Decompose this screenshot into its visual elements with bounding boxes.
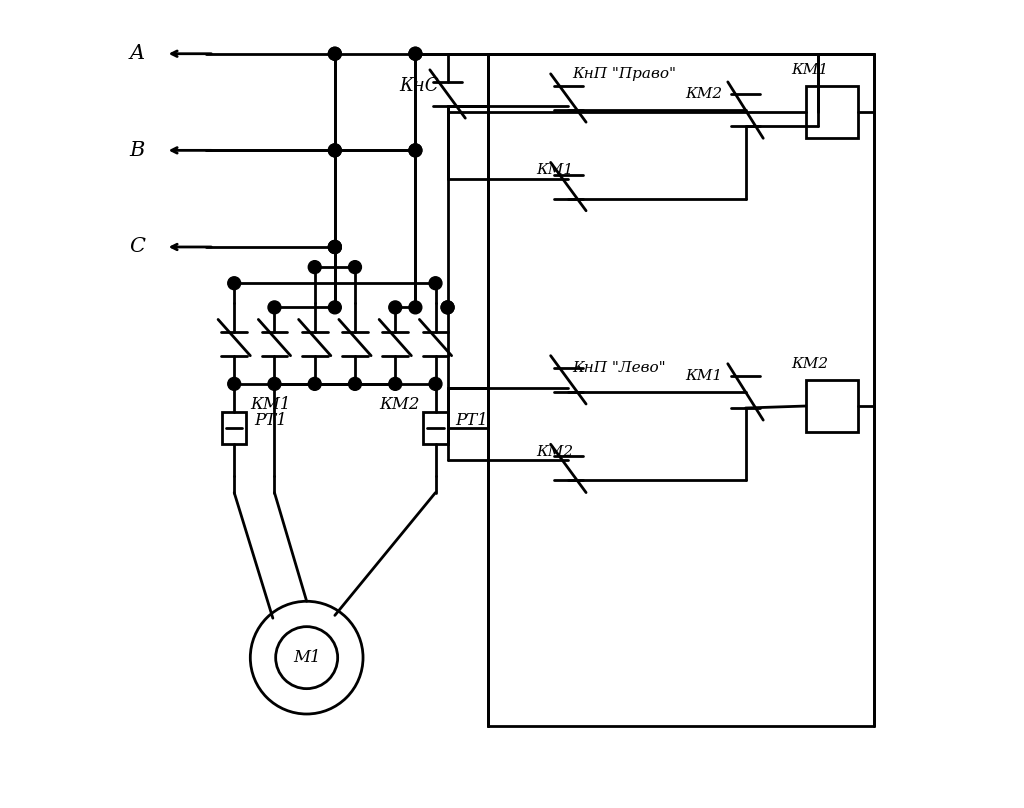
- Circle shape: [329, 48, 341, 60]
- Text: A: A: [129, 44, 144, 63]
- Circle shape: [441, 301, 454, 314]
- Text: КМ1: КМ1: [250, 396, 291, 413]
- Circle shape: [268, 377, 281, 390]
- Circle shape: [329, 48, 341, 60]
- Circle shape: [329, 301, 341, 314]
- Text: РТ1: РТ1: [456, 411, 488, 428]
- Circle shape: [329, 241, 341, 254]
- Text: КМ2: КМ2: [685, 87, 722, 101]
- Circle shape: [268, 301, 281, 314]
- Circle shape: [409, 144, 422, 157]
- Circle shape: [389, 301, 401, 314]
- Circle shape: [329, 241, 341, 254]
- Circle shape: [429, 377, 442, 390]
- Text: РТ1: РТ1: [254, 411, 287, 428]
- Circle shape: [348, 261, 361, 274]
- Circle shape: [429, 277, 442, 289]
- Circle shape: [329, 144, 341, 157]
- Bar: [806, 380, 858, 432]
- Circle shape: [409, 48, 422, 60]
- Text: КМ2: КМ2: [537, 445, 573, 459]
- Text: КнП "Право": КнП "Право": [572, 67, 677, 81]
- Circle shape: [389, 377, 401, 390]
- Bar: [222, 412, 247, 444]
- Circle shape: [409, 301, 422, 314]
- Circle shape: [329, 241, 341, 254]
- Circle shape: [308, 377, 322, 390]
- Text: КМ1: КМ1: [685, 368, 722, 383]
- Circle shape: [329, 144, 341, 157]
- Bar: [806, 86, 858, 138]
- Circle shape: [409, 144, 422, 157]
- Bar: [424, 412, 447, 444]
- Text: КМ2: КМ2: [379, 396, 420, 413]
- Circle shape: [348, 377, 361, 390]
- Circle shape: [441, 301, 454, 314]
- Text: КМ1: КМ1: [792, 63, 828, 77]
- Text: КнС: КнС: [399, 77, 438, 95]
- Text: КМ1: КМ1: [537, 163, 573, 178]
- Circle shape: [227, 277, 241, 289]
- Text: B: B: [129, 141, 144, 160]
- Circle shape: [409, 48, 422, 60]
- Text: КнП "Лево": КнП "Лево": [572, 360, 666, 375]
- Text: М1: М1: [293, 649, 321, 666]
- Circle shape: [308, 261, 322, 274]
- Text: C: C: [129, 238, 145, 256]
- Circle shape: [227, 377, 241, 390]
- Text: КМ2: КМ2: [792, 357, 828, 371]
